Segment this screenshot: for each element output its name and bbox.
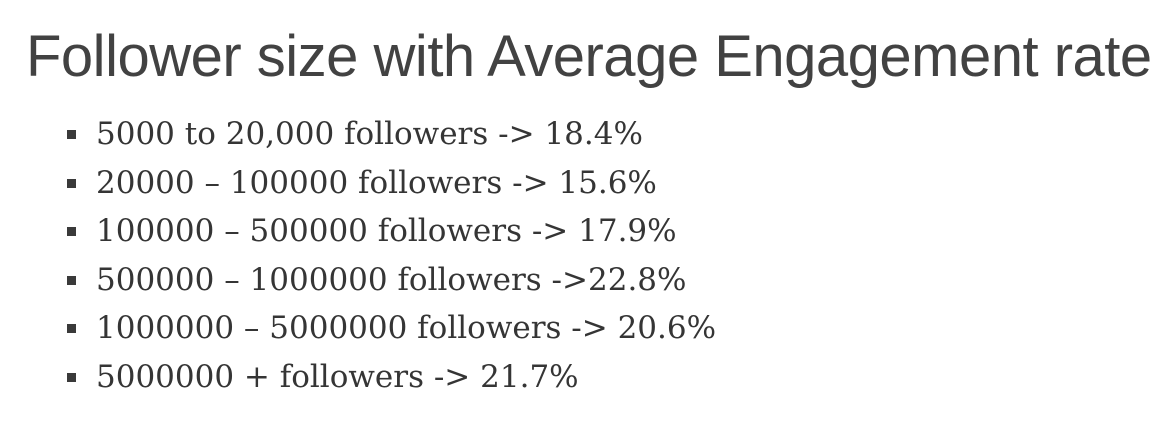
list-item-text: 1000000 – 5000000 followers -> 20.6% xyxy=(96,310,717,347)
square-bullet-icon xyxy=(67,227,76,237)
list-item: 1000000 – 5000000 followers -> 20.6% xyxy=(0,304,716,353)
square-bullet-icon xyxy=(67,130,76,139)
list-item-text: 100000 – 500000 followers -> 17.9% xyxy=(96,213,677,250)
list-item-text: 20000 – 100000 followers -> 15.6% xyxy=(96,164,657,201)
list-item: 5000 to 20,000 followers -> 18.4% xyxy=(0,110,716,159)
square-bullet-icon xyxy=(67,178,76,188)
list-item: 500000 – 1000000 followers ->22.8% xyxy=(0,256,716,305)
square-bullet-icon xyxy=(67,324,76,334)
engagement-list: 5000 to 20,000 followers -> 18.4% 20000 … xyxy=(0,110,716,402)
list-item: 5000000 + followers -> 21.7% xyxy=(0,353,716,402)
list-item-text: 5000000 + followers -> 21.7% xyxy=(96,358,579,395)
square-bullet-icon xyxy=(67,275,76,285)
list-item: 20000 – 100000 followers -> 15.6% xyxy=(0,159,716,208)
list-item-text: 500000 – 1000000 followers ->22.8% xyxy=(96,261,687,298)
list-item-text: 5000 to 20,000 followers -> 18.4% xyxy=(96,116,643,152)
list-item: 100000 – 500000 followers -> 17.9% xyxy=(0,207,716,256)
page-title: Follower size with Average Engagement ra… xyxy=(26,24,1152,89)
square-bullet-icon xyxy=(67,372,76,382)
